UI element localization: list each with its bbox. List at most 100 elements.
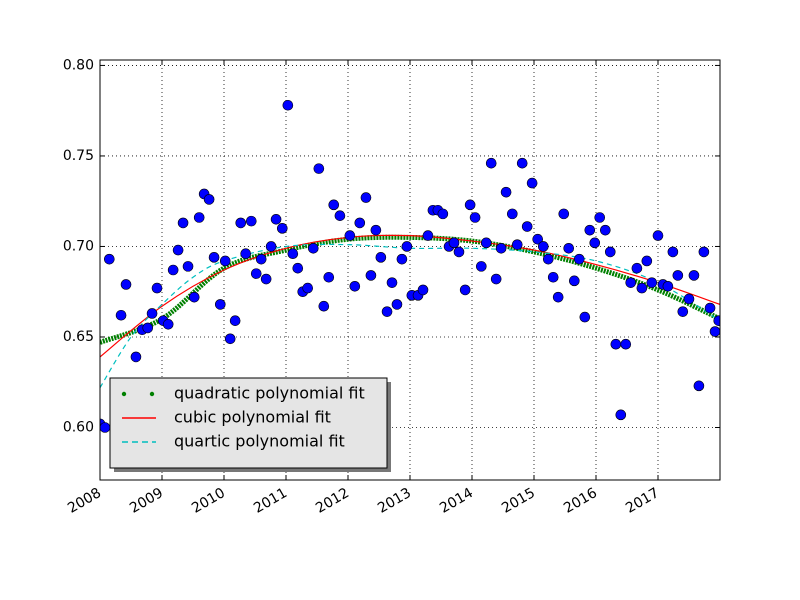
data-point <box>490 273 502 285</box>
data-point <box>594 212 606 223</box>
data-point <box>516 157 528 169</box>
data-point <box>589 237 601 249</box>
y-tick-label: 0.75 <box>63 148 94 164</box>
data-point <box>265 241 277 252</box>
data-point <box>469 212 481 223</box>
data-point <box>636 282 648 294</box>
data-point <box>381 306 393 317</box>
axes-frame <box>99 59 721 481</box>
data-point <box>250 268 262 279</box>
data-point <box>100 422 111 433</box>
data-point <box>260 273 272 285</box>
data-point <box>396 253 408 265</box>
y-tick-label: 0.60 <box>63 420 94 436</box>
data-point <box>370 224 382 236</box>
legend: quadratic polynomial fit cubic polynomial… <box>109 377 391 472</box>
data-point <box>526 177 538 189</box>
data-point <box>437 208 449 220</box>
data-point <box>604 246 616 258</box>
data-point <box>188 291 200 303</box>
y-tick-label: 0.70 <box>63 238 94 254</box>
data-point <box>162 319 174 330</box>
data-point <box>709 326 720 337</box>
legend-box <box>109 377 388 469</box>
data-point <box>620 338 632 350</box>
data-point <box>282 99 294 111</box>
data-point <box>120 279 132 290</box>
data-point <box>453 246 465 258</box>
data-point <box>276 223 288 234</box>
data-point <box>475 261 487 272</box>
data-point <box>151 282 163 294</box>
data-point <box>240 248 251 260</box>
data-point <box>203 194 215 205</box>
fit-line <box>100 243 720 388</box>
y-tick-label: 0.80 <box>63 57 94 73</box>
data-point <box>292 262 304 274</box>
data-point <box>610 338 622 350</box>
data-point <box>698 246 710 258</box>
data-point <box>547 271 559 283</box>
data-point <box>417 284 429 296</box>
data-point <box>235 217 247 229</box>
data-point <box>182 261 194 272</box>
data-point <box>344 230 356 241</box>
data-point <box>386 277 398 288</box>
data-point <box>255 253 267 265</box>
data-point <box>631 262 643 274</box>
data-point <box>495 242 507 254</box>
fit-line <box>100 234 720 345</box>
data-point <box>459 284 471 296</box>
data-point <box>142 322 154 334</box>
data-point <box>573 253 585 265</box>
legend-label: cubic polynomial fit <box>174 408 331 427</box>
data-point <box>401 241 413 252</box>
data-point <box>532 233 544 245</box>
data-point <box>375 252 387 263</box>
data-point <box>683 293 695 305</box>
data-point <box>448 237 460 249</box>
data-point <box>464 199 476 211</box>
legend-label: quartic polynomial fit <box>174 432 345 451</box>
legend-label: quadratic polynomial fit <box>174 384 365 403</box>
data-point <box>115 309 127 321</box>
data-point <box>584 224 596 236</box>
data-point <box>500 186 512 198</box>
data-point <box>641 255 653 267</box>
data-point <box>172 244 184 256</box>
data-point <box>354 217 366 229</box>
data-point <box>693 380 705 392</box>
data-point <box>193 212 205 223</box>
data-point <box>224 333 236 345</box>
data-point <box>323 271 335 283</box>
data-point <box>667 246 679 258</box>
data-point <box>568 275 580 287</box>
data-point <box>167 264 179 276</box>
data-point <box>688 270 700 281</box>
data-point <box>328 199 340 211</box>
data-point <box>480 237 492 249</box>
data-point <box>506 208 518 220</box>
data-point <box>511 239 523 250</box>
data-point <box>104 253 115 265</box>
fit-line <box>100 234 720 358</box>
grid <box>99 60 720 480</box>
data-point <box>625 277 637 288</box>
data-point <box>349 280 361 292</box>
data-point <box>177 217 189 229</box>
data-point <box>672 270 684 281</box>
data-point <box>214 299 226 310</box>
data-point <box>422 230 434 241</box>
data-point <box>208 252 220 263</box>
data-point <box>542 253 554 265</box>
data-point <box>318 300 330 312</box>
data-point <box>391 299 403 310</box>
data-point <box>558 208 570 220</box>
data-point <box>704 302 716 314</box>
data-point <box>313 163 325 174</box>
data-point <box>563 242 575 254</box>
data-point <box>521 221 533 232</box>
data-point <box>287 248 299 260</box>
